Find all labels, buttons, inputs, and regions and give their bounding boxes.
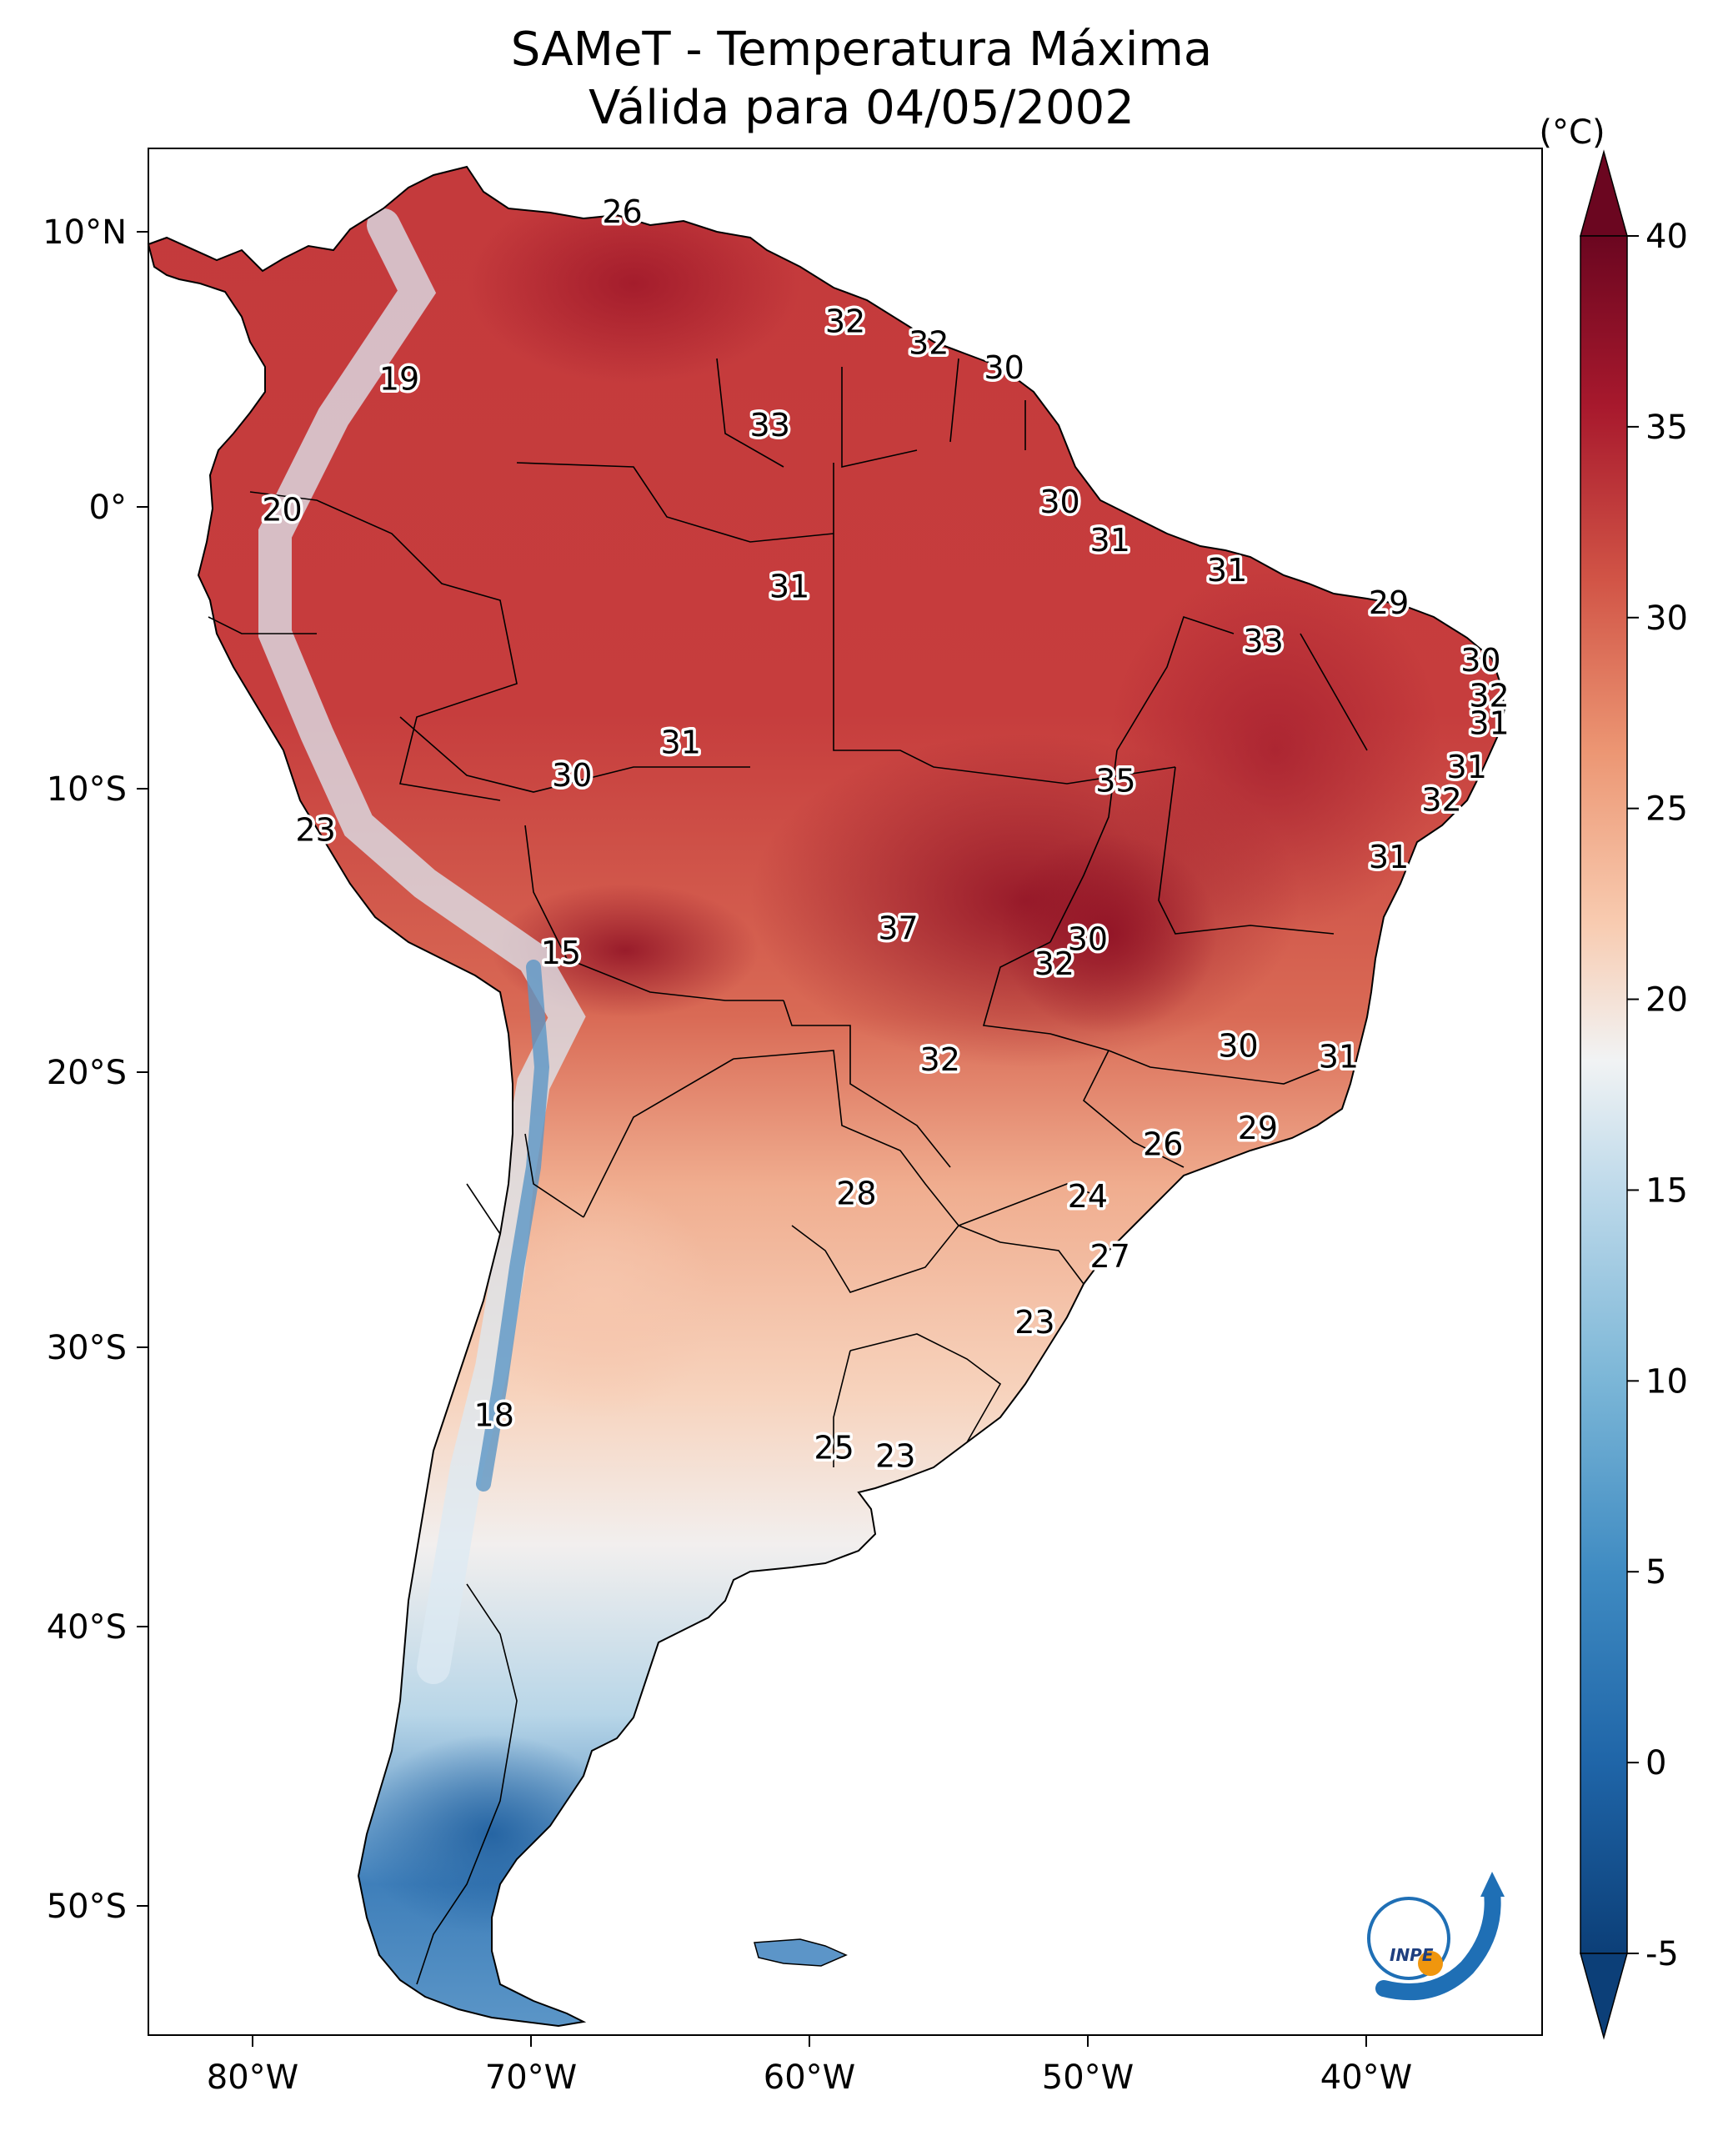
- x-tick-label: 80°W: [207, 2058, 298, 2097]
- station-temperature-label: 31: [1090, 522, 1130, 559]
- station-temperature-label: 24: [1068, 1178, 1108, 1215]
- colorbar-tick-label: 20: [1645, 981, 1688, 1020]
- station-temperature-label: 15: [541, 935, 581, 971]
- station-temperature-label: 31: [1369, 839, 1409, 875]
- colorbar-tick-label: 25: [1645, 790, 1688, 829]
- station-temperature-label: 29: [1369, 584, 1409, 621]
- colorbar-top-extension: [1580, 149, 1628, 237]
- station-temperature-label: 30: [1068, 921, 1108, 958]
- y-tick-label: 10°S: [47, 770, 127, 809]
- y-tick-label: 0°: [89, 489, 127, 527]
- y-tick-label: 20°S: [47, 1054, 127, 1092]
- station-temperature-label: 30: [552, 757, 592, 794]
- station-temperature-label: 31: [661, 725, 701, 761]
- station-temperature-label: 26: [602, 193, 642, 230]
- y-tick-label: 50°S: [47, 1888, 127, 1926]
- station-temperature-label: 32: [1421, 781, 1461, 818]
- station-temperature-label: 30: [1460, 642, 1500, 679]
- colorbar-tick-label: 30: [1645, 599, 1688, 638]
- colorbar-tick-label: 15: [1645, 1171, 1688, 1210]
- station-temperature-label: 27: [1090, 1238, 1130, 1275]
- inpe-logo: INPE: [1367, 1872, 1505, 2001]
- x-tick-label: 60°W: [764, 2058, 855, 2097]
- colorbar-tick-label: 5: [1645, 1553, 1666, 1592]
- x-axis: 80°W 70°W 60°W 50°W 40°W: [207, 2035, 1412, 2097]
- station-temperature-label: 37: [878, 910, 918, 947]
- colorbar-bottom-extension: [1580, 1953, 1628, 2040]
- station-temperature-label: 23: [295, 811, 335, 848]
- station-temperature-label: 20: [262, 492, 302, 529]
- station-temperature-label: 30: [1218, 1028, 1258, 1065]
- andes-ridge: [258, 208, 586, 1684]
- station-temperature-label: 18: [474, 1396, 514, 1433]
- station-temperature-label: 30: [1039, 484, 1079, 520]
- colorbar-unit-label: (°C): [1539, 113, 1605, 152]
- chart-title-line1: SAMeT - Temperatura Máxima: [510, 23, 1213, 77]
- y-tick-label: 10°N: [43, 213, 127, 252]
- falkland-islands: [754, 1938, 848, 1967]
- y-axis: 10°N 0° 10°S 20°S 30°S 40°S 50°S: [43, 213, 148, 1926]
- x-tick-label: 70°W: [485, 2058, 577, 2097]
- y-tick-label: 40°S: [47, 1608, 127, 1647]
- station-temperature-label: 19: [379, 360, 419, 397]
- station-temperature-label: 26: [1143, 1126, 1183, 1163]
- chart-title-line2: Válida para 04/05/2002: [589, 81, 1134, 135]
- station-temperature-label: 31: [769, 569, 809, 605]
- station-temperature-label: 31: [1207, 552, 1247, 589]
- x-tick-label: 40°W: [1320, 2058, 1412, 2097]
- country-borders: [208, 358, 1368, 1985]
- station-temperature-label: 31: [1319, 1039, 1359, 1075]
- station-temperature-label: 25: [814, 1430, 854, 1467]
- station-temperature-label: 32: [825, 303, 865, 339]
- station-temperature-label: 32: [909, 325, 949, 362]
- colorbar-tick-label: 35: [1645, 409, 1688, 447]
- colorbar-tick-label: 40: [1645, 218, 1688, 256]
- station-temperature-label: 32: [1034, 945, 1074, 982]
- station-temperature-label: 23: [1014, 1304, 1054, 1341]
- colorbar: (°C) -5 0 5 10 15 20 25 30 35 40: [1539, 113, 1688, 2040]
- station-temperature-label: 28: [836, 1176, 876, 1212]
- colorbar-tick-label: 10: [1645, 1362, 1688, 1401]
- y-tick-label: 30°S: [47, 1329, 127, 1367]
- inpe-logo-wordmark: INPE: [1390, 1945, 1434, 1965]
- station-temperature-label: 32: [920, 1041, 960, 1078]
- station-temperature-label: 29: [1238, 1110, 1278, 1146]
- x-tick-label: 50°W: [1042, 2058, 1134, 2097]
- station-temperature-label: 23: [875, 1438, 915, 1475]
- station-temperature-label: 31: [1469, 705, 1509, 742]
- station-temperature-label: 35: [1095, 762, 1135, 799]
- station-temperature-label: 30: [984, 349, 1024, 386]
- colorbar-body: [1580, 235, 1628, 1954]
- colorbar-tick-label: 0: [1645, 1744, 1666, 1782]
- station-temperature-label: 33: [1243, 623, 1283, 659]
- station-temperature-label: 32: [1469, 678, 1509, 714]
- station-temperature-label: 33: [750, 407, 790, 444]
- station-temperature-label: 31: [1447, 749, 1487, 785]
- colorbar-tick-label: -5: [1645, 1935, 1679, 1973]
